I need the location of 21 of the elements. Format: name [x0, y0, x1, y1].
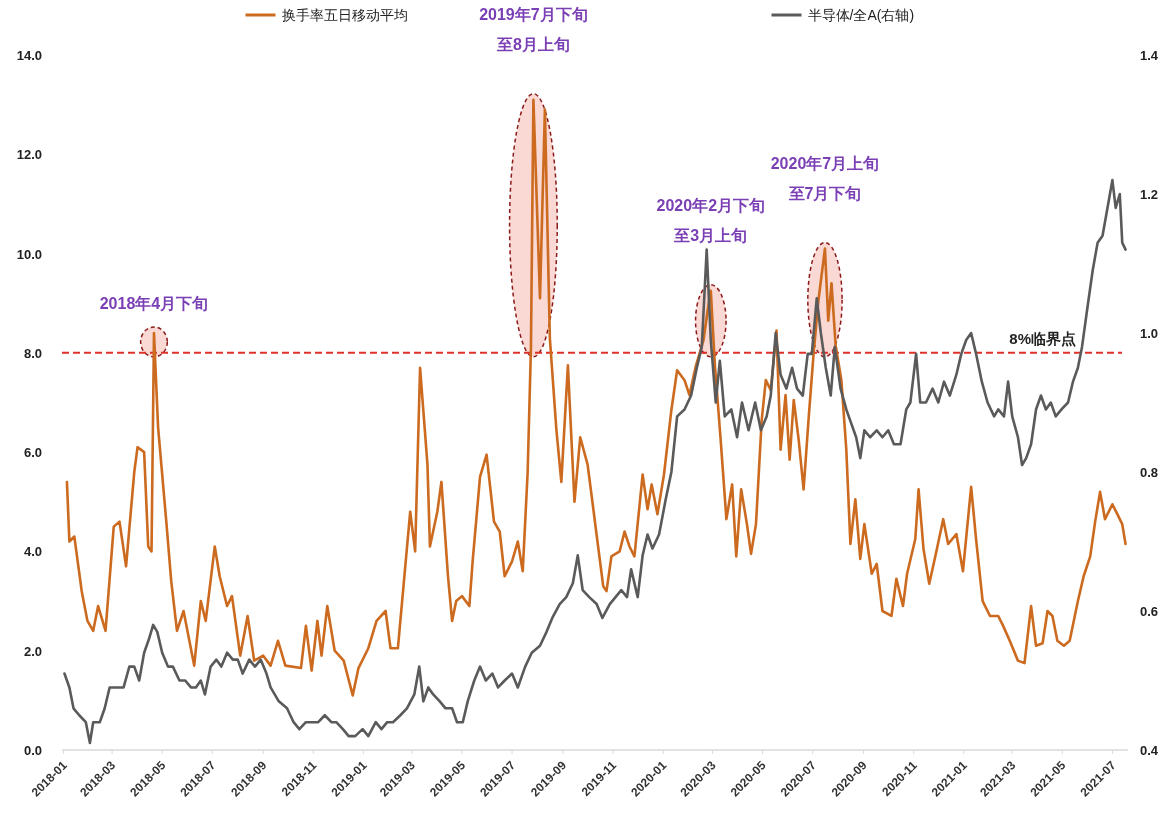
y-tick-label: 6.0: [23, 445, 42, 461]
y2-tick-label: 1.0: [1140, 326, 1159, 341]
y2-tick-label: 1.4: [1140, 48, 1159, 63]
y2-tick-label: 0.8: [1140, 465, 1159, 480]
y-tick-label: 12.0: [16, 147, 42, 163]
y-tick-label: 2.0: [23, 643, 42, 659]
annotation: 2020年2月下旬至3月上旬: [656, 196, 766, 244]
y-tick-label: 8.0: [23, 345, 42, 361]
annotation: 2020年7月上旬至7月下旬: [770, 154, 880, 202]
y-tick-label: 14.0: [16, 48, 42, 63]
annotation: 2018年4月下旬: [99, 295, 209, 312]
y-tick-label: 10.0: [16, 246, 42, 262]
y2-tick-label: 0.4: [1140, 743, 1159, 758]
y2-tick-label: 0.6: [1140, 604, 1159, 619]
ref-line-label: 8%临界点: [1009, 329, 1076, 347]
y-tick-label: 0.0: [23, 743, 42, 758]
y2-tick-label: 1.2: [1140, 187, 1159, 202]
y-tick-label: 4.0: [23, 544, 42, 560]
legend-label: 换手率五日移动平均: [281, 7, 408, 23]
legend-label: 半导体/全A(右轴): [807, 7, 915, 23]
annotation: 2019年7月下旬至8月上旬: [479, 5, 588, 53]
